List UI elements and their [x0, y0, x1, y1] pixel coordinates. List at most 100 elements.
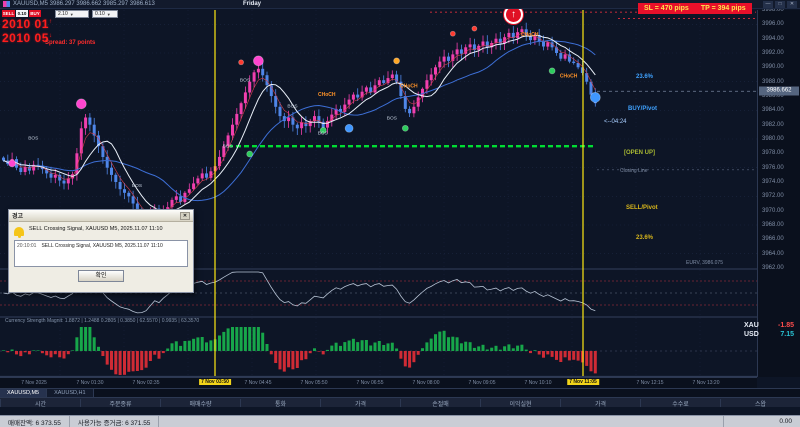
red-signal-dot: [238, 59, 244, 66]
terminal-column-header[interactable]: 통화: [240, 398, 320, 408]
alert-dialog-titlebar[interactable]: 경고 ✕: [9, 210, 193, 222]
choch-label: CHoCH: [400, 83, 418, 89]
time-tick: 7 Nov 04:45: [244, 380, 272, 386]
buy-price-arrow-icon: ↓: [48, 33, 53, 39]
moving-averages: [3, 32, 596, 215]
price-tick: 3982.00: [762, 121, 784, 128]
terminal-column-header[interactable]: 가격: [560, 398, 640, 408]
structure-labels: CHoCH CHoCH CHoCH CHoCH BOS BOS BOS BOS BOS BOS BO…: [28, 32, 578, 189]
choch-label: CHoCH: [560, 73, 578, 79]
time-tick: 7 Nov 12:15: [636, 380, 664, 386]
price-tick: 3984.00: [762, 107, 784, 114]
sl-value: SL = 470 pips: [644, 5, 689, 12]
terminal-column-header[interactable]: 손절매: [400, 398, 480, 408]
tab-xauusd-m5[interactable]: XAUUSD,M5: [0, 389, 48, 398]
terminal-trade-list[interactable]: [0, 407, 800, 415]
chart-tabs-bar: XAUUSD,M5 XAUUSD,H1: [0, 388, 800, 398]
terminal-column-header[interactable]: 스왑: [720, 398, 800, 408]
price-tick: 3966.00: [762, 236, 784, 243]
terminal-column-header[interactable]: 주문종류: [80, 398, 160, 408]
buy-price-display[interactable]: 2010 05↓: [2, 31, 52, 45]
closing-line-label: Closing Line: [620, 168, 648, 174]
price-tick: 3978.00: [762, 150, 784, 157]
alert-ok-button[interactable]: 확인: [78, 270, 124, 282]
terminal-column-header[interactable]: 매매수량: [160, 398, 240, 408]
red-signal-dot: [471, 25, 478, 32]
usd-value: 7.15: [780, 331, 794, 339]
choch-label: CHoCH: [521, 32, 539, 38]
alert-row-time: 20:10:01: [17, 243, 37, 249]
signal-dots: [8, 25, 601, 168]
close-button[interactable]: ✕: [787, 0, 797, 8]
buy-price-value: 2010 05: [2, 31, 49, 45]
candles: [2, 22, 597, 225]
price-tick: 3970.00: [762, 207, 784, 214]
risk-combo-value: 0.10: [95, 11, 105, 17]
subwindow-value-label: EURV, 3986.075: [686, 260, 723, 266]
status-spacer: [159, 416, 723, 427]
bos-label: BOS: [387, 116, 397, 122]
alert-history-list[interactable]: 20:10:01 SELL Crossing Signal, XAUUSD M5…: [14, 240, 188, 267]
window-title: XAUUSD,M5 3986.297 3986.662 3985.297 398…: [13, 1, 155, 7]
alert-message-row: SELL Crossing Signal, XAUUSD M5, 2025.11…: [9, 222, 193, 238]
ma-slow-line: [3, 40, 596, 202]
lot-combo-value: 2.10: [58, 11, 68, 17]
time-tick: 7 Nov 06:55: [356, 380, 384, 386]
sell-price-display[interactable]: 2010 01↑: [2, 17, 52, 31]
object-hlines[interactable]: [228, 11, 756, 171]
xau-label: XAU: [744, 322, 759, 329]
price-tick: 3994.00: [762, 35, 784, 42]
session-vlines[interactable]: [214, 10, 584, 376]
time-tick: 7 Nov 10:10: [524, 380, 552, 386]
terminal-header-row: 시간 주문종류 매매수량 통화 가격 손절매 이익실현 가격 수수료 스왑: [0, 397, 800, 408]
minimize-button[interactable]: —: [763, 0, 773, 8]
up-arrow-icon: ↑: [511, 9, 516, 20]
green-signal-dot: [548, 67, 556, 75]
time-tick: 7 Nov 02:35: [132, 380, 160, 386]
day-separator-label: Friday: [243, 1, 262, 7]
lot-size-field[interactable]: 0.10: [16, 10, 28, 17]
terminal-column-header[interactable]: 시간: [0, 398, 80, 408]
gridlines: [0, 10, 757, 376]
price-tick: 3998.00: [762, 7, 784, 13]
price-tick: 3980.00: [762, 136, 784, 142]
price-tick: 3972.00: [762, 193, 784, 200]
tp-value: TP = 394 pips: [700, 5, 746, 12]
pink-signal-dot: [253, 55, 264, 67]
current-price-tag: 3986.662: [759, 86, 799, 96]
alert-dialog: 경고 ✕ SELL Crossing Signal, XAUUSD M5, 20…: [8, 209, 194, 293]
alert-close-icon[interactable]: ✕: [180, 211, 190, 220]
pink-signal-dot: [75, 98, 87, 110]
strength-histogram: [0, 327, 757, 375]
fib-upper-label: 23.6%: [636, 74, 654, 80]
terminal-column-header[interactable]: 이익실현: [480, 398, 560, 408]
bos-label: BOS: [318, 131, 328, 137]
pink-signal-dot: [8, 159, 16, 168]
xau-value: -1.85: [778, 322, 794, 329]
alert-row-text: SELL Crossing Signal, XAUUSD M5, 2025.11…: [41, 243, 163, 249]
app-icon: [3, 1, 10, 7]
time-axis[interactable]: 7 Nov 2025 7 Nov 01:30 7 Nov 02:35 7 Nov 04…: [0, 377, 757, 389]
bos-label: BOS: [287, 104, 297, 110]
terminal-column-header[interactable]: 수수료: [640, 398, 720, 408]
alert-message: SELL Crossing Signal, XAUUSD M5, 2025.11…: [29, 226, 163, 232]
price-tick: 3962.00: [762, 265, 784, 271]
maximize-button[interactable]: □: [775, 0, 785, 8]
lot-combo[interactable]: 2.10 ▼: [55, 10, 89, 18]
price-chart[interactable]: CHoCH CHoCH CHoCH CHoCH BOS BOS BOS BOS BOS BOS BO…: [0, 10, 757, 377]
sell-price-value: 2010 01: [2, 17, 49, 31]
price-tick: 3974.00: [762, 179, 784, 185]
risk-combo[interactable]: 0.10 ▼: [92, 10, 118, 18]
usd-strength-row: USD 7.15: [744, 330, 794, 339]
price-axis[interactable]: 3986.662 3998.00 3996.00 3994.00 3992.00 399…: [757, 7, 800, 377]
sell-button[interactable]: SELL: [2, 10, 15, 17]
buy-button[interactable]: BUY: [29, 10, 41, 17]
alert-dialog-title: 경고: [12, 214, 24, 220]
tab-xauusd-h1[interactable]: XAUUSD,H1: [47, 389, 94, 398]
price-tick: 3964.00: [762, 250, 784, 257]
terminal-column-header[interactable]: 가격: [320, 398, 400, 408]
alert-history-row[interactable]: 20:10:01 SELL Crossing Signal, XAUUSD M5…: [15, 241, 187, 251]
bos-label: BOS: [240, 78, 250, 84]
price-tick: 3992.00: [762, 50, 784, 56]
